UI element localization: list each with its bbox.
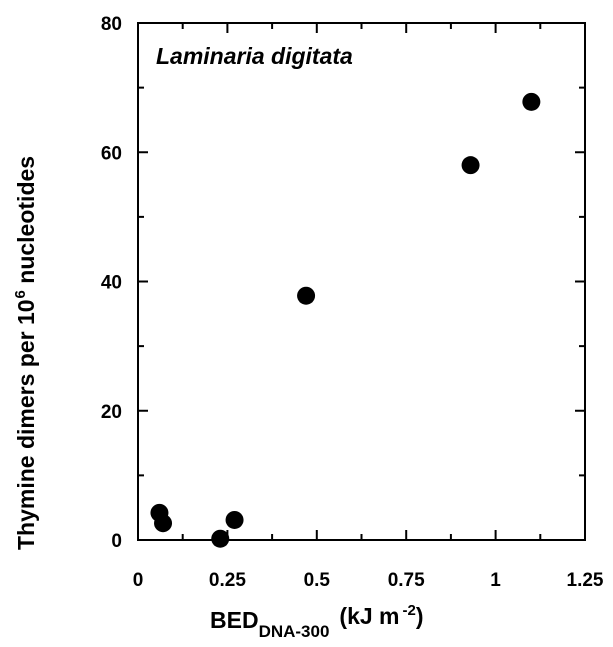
data-point — [154, 514, 173, 533]
plot-frame — [137, 22, 586, 541]
y-tick-label: 60 — [101, 143, 122, 164]
y-tick-label: 80 — [101, 14, 122, 35]
x-axis-title-main: BED — [210, 607, 259, 633]
x-tick-labels: 0 0.25 0.5 0.75 1 1.25 — [133, 570, 604, 591]
x-tick-label: 0.75 — [388, 570, 425, 591]
data-point — [461, 156, 480, 175]
y-axis-title-suffix: nucleotides — [13, 156, 39, 290]
y-tick-label: 40 — [101, 273, 122, 294]
x-axis-title: BEDDNA-300 (kJ m -2) — [210, 602, 424, 641]
data-point — [522, 92, 541, 111]
x-tick-label: 0.25 — [209, 570, 246, 591]
x-axis-title-unit-close: ) — [416, 603, 424, 629]
x-axis-title-unit: (kJ m — [339, 603, 399, 629]
plot-annotation: Laminaria digitata — [156, 43, 353, 69]
y-tick-labels: 0 20 40 60 80 — [101, 14, 122, 552]
y-tick-label: 20 — [101, 402, 122, 423]
x-tick-label: 0.5 — [304, 570, 331, 591]
data-point — [225, 510, 244, 529]
x-tick-label: 1 — [490, 570, 501, 591]
x-tick-label: 0 — [133, 570, 144, 591]
data-point — [211, 529, 230, 548]
y-axis-title-superscript: 6 — [12, 290, 29, 298]
x-axis-title-subscript: DNA-300 — [259, 622, 330, 641]
data-point — [297, 286, 316, 305]
x-axis-title-unit-superscript: -2 — [403, 602, 416, 619]
axis-ticks — [137, 22, 586, 541]
x-tick-label: 1.25 — [567, 570, 604, 591]
y-axis-title: Thymine dimers per 106 nucleotides — [12, 156, 39, 550]
y-axis-title-prefix: Thymine dimers per 10 — [13, 299, 39, 550]
data-points — [150, 92, 541, 548]
y-tick-label: 0 — [111, 531, 122, 552]
